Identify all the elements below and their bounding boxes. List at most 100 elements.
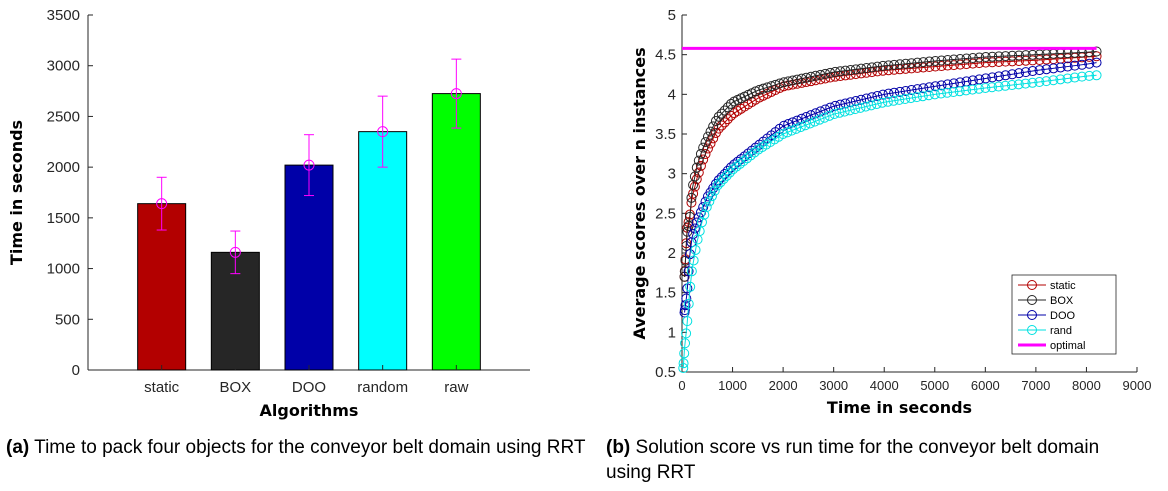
series-marker-static (930, 61, 941, 72)
series-marker-rand (712, 180, 723, 191)
series-marker-BOX (754, 84, 765, 95)
series-marker-rand (786, 125, 797, 136)
series-marker-rand (704, 196, 715, 207)
series-marker-BOX (716, 108, 727, 119)
series-marker-BOX (820, 68, 831, 79)
series-marker-BOX (810, 70, 821, 81)
series-marker-rand (948, 86, 959, 97)
x-tick-label: 4000 (870, 378, 899, 393)
y-tick-label: 500 (55, 311, 80, 328)
series-marker-rand (1055, 74, 1066, 85)
series-marker-static (1034, 54, 1045, 65)
series-marker-BOX (840, 65, 851, 76)
series-marker-DOO (936, 80, 947, 91)
legend-label-static: static (1050, 280, 1076, 292)
series-marker-static (725, 110, 736, 121)
caption-a-text: Time to pack four objects for the convey… (34, 437, 586, 458)
y-tick-label: 2.5 (655, 205, 676, 222)
series-marker-rand (688, 255, 699, 266)
series-marker-DOO (698, 202, 709, 213)
series-marker-DOO (792, 115, 803, 126)
y-tick-label: 1500 (47, 210, 80, 227)
series-marker-rand (961, 85, 972, 96)
series-marker-DOO (912, 84, 923, 95)
series-marker-rand (791, 123, 802, 134)
series-marker-static (993, 56, 1004, 67)
series-marker-rand (706, 191, 717, 202)
x-tick-label: 5000 (920, 378, 949, 393)
series-marker-rand (715, 177, 726, 188)
series-marker-rand (742, 153, 753, 164)
series-marker-BOX (1034, 49, 1045, 60)
series-marker-DOO (850, 96, 861, 107)
series-marker-BOX (961, 53, 972, 64)
bar-chart-time-to-pack: 0 500 1000 1500 2000 2500 3000 3500 static BOX DOO… (7, 7, 530, 420)
series-marker-static (918, 62, 929, 73)
series-marker-DOO (1062, 61, 1073, 72)
series-marker-BOX (930, 55, 941, 66)
series-marker-static (702, 143, 713, 154)
series-marker-BOX (866, 62, 877, 73)
series-marker-BOX (942, 55, 953, 66)
series-marker-rand (683, 298, 694, 309)
series-marker-static (736, 103, 747, 114)
series-marker-DOO (840, 98, 851, 109)
y-tick-label: 2 (668, 245, 676, 262)
series-marker-static (967, 58, 978, 69)
figure-canvas: 0 500 1000 1500 2000 2500 3000 3500 static BOX DOO… (7, 7, 1151, 420)
series-marker-rand (718, 174, 729, 185)
series-marker-rand (819, 112, 830, 123)
caption-b-text: Solution score vs run time for the conve… (635, 437, 1100, 458)
series-marker-rand (877, 97, 888, 108)
series-marker-DOO (980, 73, 991, 84)
x-tick-label-DOO: DOO (292, 379, 326, 396)
legend-marker-DOO (1027, 310, 1037, 320)
series-marker-rand (685, 281, 696, 292)
mean-marker-raw (450, 88, 462, 100)
series-marker-DOO (866, 92, 877, 103)
series-marker-rand (682, 316, 693, 327)
series-marker-DOO (872, 90, 883, 101)
series-marker-rand (782, 127, 793, 138)
y-tick-label: 3 (668, 166, 676, 183)
series-marker-DOO (1055, 62, 1066, 73)
series-marker-BOX (700, 137, 711, 148)
series-marker-rand (850, 104, 861, 115)
series-marker-static (1062, 53, 1073, 64)
series-marker-DOO (861, 93, 872, 104)
series-marker-BOX (877, 60, 888, 71)
series-marker-rand (900, 93, 911, 104)
series-marker-BOX (967, 53, 978, 64)
series-marker-rand (1076, 71, 1087, 82)
series-marker-rand (967, 84, 978, 95)
series-marker-DOO (906, 85, 917, 96)
legend-box (1011, 274, 1117, 355)
series-marker-rand (699, 209, 710, 220)
x-tick-label: 6000 (971, 378, 1000, 393)
x-tick-label: 7000 (1021, 378, 1050, 393)
x-tick-label: 0 (678, 378, 685, 393)
series-marker-DOO (894, 86, 905, 97)
series-marker-rand (805, 118, 816, 129)
y-tick-label: 0.5 (655, 364, 676, 381)
series-marker-BOX (900, 58, 911, 69)
series-marker-DOO (877, 89, 888, 100)
series-marker-BOX (705, 126, 716, 137)
x-tick-label: 1000 (718, 378, 747, 393)
caption-a-label: (a) (6, 437, 30, 458)
line-chart-solution-score: 0.5 1 1.5 2 2.5 3 3.5 4 4.5 5 0 1000 2000 3000 4000 500… (630, 7, 1151, 417)
y-tick-label: 5 (668, 7, 676, 24)
x-axis-label: Time in seconds (827, 398, 972, 417)
mean-marker-DOO (303, 159, 315, 171)
series-marker-BOX (702, 131, 713, 142)
series-marker-rand (888, 95, 899, 106)
series-marker-BOX (698, 142, 709, 153)
series-marker-rand (905, 93, 916, 104)
legend: static BOX DOO rand optimal (1011, 274, 1117, 355)
series-marker-DOO (700, 196, 711, 207)
series-marker-DOO (682, 283, 693, 294)
caption-b-text-2: using RRT (606, 462, 696, 483)
series-marker-rand (824, 110, 835, 121)
series-marker-rand (731, 161, 742, 172)
series-marker-BOX (845, 64, 856, 75)
